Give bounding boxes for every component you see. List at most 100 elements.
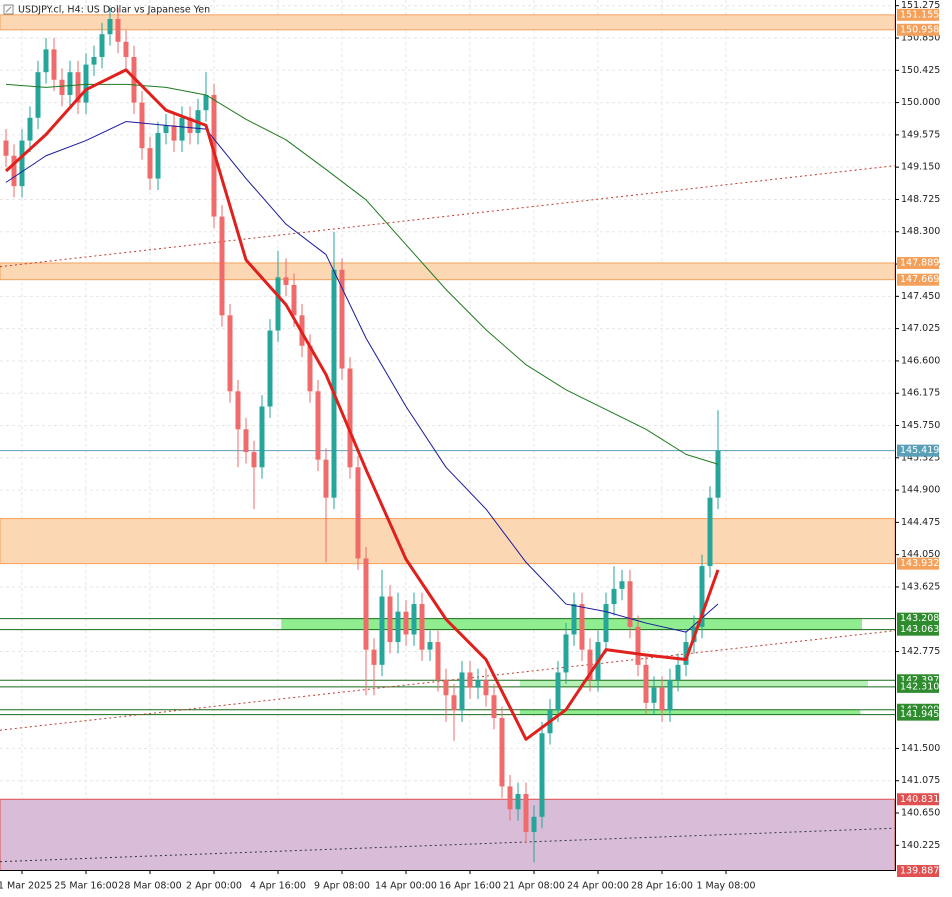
symbol-icon-mark: [5, 6, 12, 13]
x-tick-label: 21 Apr 08:00: [503, 881, 565, 892]
candle-body: [283, 277, 289, 285]
x-tick-label: 2 Apr 00:00: [186, 881, 242, 892]
candle-body: [331, 269, 337, 498]
x-tick-label: 14 Apr 00:00: [375, 881, 437, 892]
x-tick-label: 21 Mar 2025: [0, 881, 52, 892]
x-tick-label: 4 Apr 16:00: [250, 881, 306, 892]
chart-title: USDJPY.cl, H4: US Dollar vs Japanese Yen: [18, 5, 210, 16]
candle-body: [475, 680, 481, 688]
candle-body: [187, 117, 193, 133]
price-tag-label: 143.208: [900, 613, 939, 624]
zone: [0, 262, 896, 281]
candle-body: [627, 581, 633, 627]
price-tag-label: 143.932: [900, 558, 939, 569]
candle-body: [403, 611, 409, 635]
price-tag: [897, 612, 939, 625]
candle-body: [155, 132, 161, 179]
price-tag: [897, 557, 939, 570]
price-tag-label: 142.397: [900, 675, 939, 686]
y-tick-label: 150.850: [901, 32, 940, 43]
candle-body: [643, 664, 649, 703]
candle-body: [11, 155, 17, 187]
trendline: [0, 827, 896, 863]
candle-body: [507, 786, 513, 810]
candle-body: [531, 816, 537, 833]
candle-body: [35, 72, 41, 118]
y-tick-label: 147.450: [901, 291, 940, 302]
candle-body: [123, 41, 129, 57]
y-tick-label: 149.575: [901, 129, 940, 140]
y-tick-label: 143.625: [901, 581, 940, 592]
zone: [0, 798, 896, 872]
x-tick-label: 1 May 08:00: [696, 881, 755, 892]
x-tick-label: 24 Apr 00:00: [567, 881, 629, 892]
price-tag: [897, 256, 939, 269]
candle-body: [707, 497, 713, 567]
price-tag: [897, 793, 939, 806]
candle-body: [651, 687, 657, 703]
candle-body: [75, 72, 81, 103]
y-tick-label: 144.050: [901, 549, 940, 560]
candle-body: [491, 695, 497, 719]
candle-body: [51, 49, 57, 80]
candle-body: [571, 604, 577, 635]
candle-body: [523, 794, 529, 833]
price-tag: [897, 8, 939, 21]
candle-body: [219, 216, 225, 316]
y-tick-label: 146.600: [901, 355, 940, 366]
candle-body: [19, 140, 25, 187]
candle-body: [147, 148, 153, 179]
price-tag: [897, 23, 939, 36]
y-tick-label: 146.175: [901, 388, 940, 399]
candle-body: [315, 391, 321, 460]
candle-body: [67, 72, 73, 95]
candle-body: [635, 626, 641, 665]
candle-body: [603, 604, 609, 643]
candle-body: [115, 18, 121, 42]
candle-body: [323, 459, 329, 498]
candle-body: [499, 718, 505, 787]
candle-body: [451, 695, 457, 711]
level-band: [520, 709, 861, 715]
candle-body: [203, 94, 209, 111]
x-tick-label: 25 Mar 16:00: [54, 881, 117, 892]
y-tick-label: 140.650: [901, 808, 940, 819]
moving-average: [5, 121, 719, 633]
candle-body: [139, 102, 145, 149]
price-tag-label: 150.958: [900, 24, 939, 35]
x-tick-label: 9 Apr 08:00: [314, 881, 370, 892]
symbol-icon: [3, 4, 14, 15]
price-tag: [897, 623, 939, 636]
candle-body: [171, 125, 177, 141]
moving-average: [4, 68, 720, 741]
candle-body: [363, 558, 369, 650]
candle-body: [411, 604, 417, 635]
candle-body: [387, 596, 393, 643]
price-tag: [897, 680, 939, 693]
y-tick-label: 141.075: [901, 775, 940, 786]
y-tick-label: 148.300: [901, 226, 940, 237]
y-tick-label: 150.425: [901, 65, 940, 76]
y-tick-label: 149.150: [901, 162, 940, 173]
zone: [0, 14, 896, 31]
candle-body: [259, 406, 265, 468]
candle-body: [619, 581, 625, 589]
candle-body: [555, 672, 561, 711]
trendline: [0, 165, 896, 268]
x-tick-label: 28 Mar 08:00: [118, 881, 181, 892]
candle-body: [347, 368, 353, 468]
candle-body: [659, 687, 665, 711]
candle-body: [435, 642, 441, 681]
candle-body: [27, 117, 33, 141]
candle-body: [427, 642, 433, 650]
candle-body: [611, 588, 617, 605]
moving-average: [5, 83, 719, 465]
price-tag-label: 142.310: [900, 681, 939, 692]
price-tag-label: 143.063: [900, 624, 939, 635]
candle-body: [251, 452, 257, 468]
candle-body: [275, 277, 281, 331]
y-tick-label: 147.025: [901, 323, 940, 334]
candle-body: [395, 611, 401, 643]
